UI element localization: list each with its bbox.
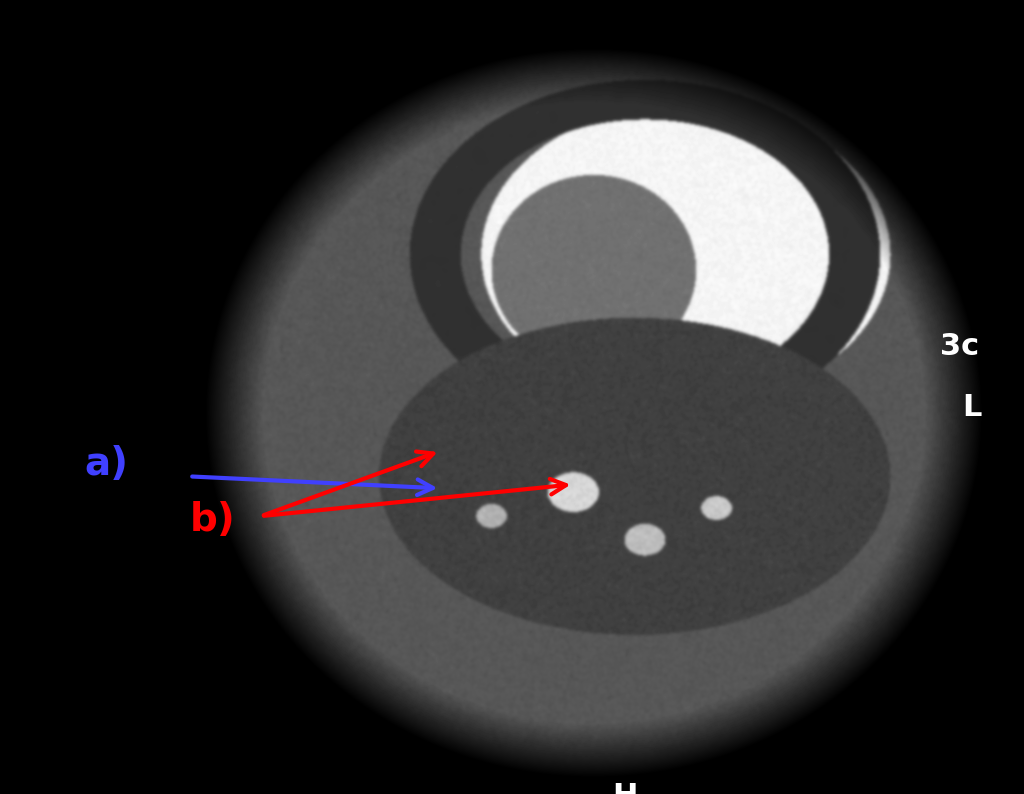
Text: 3c: 3c xyxy=(940,332,979,361)
Text: H: H xyxy=(612,782,637,794)
Text: b): b) xyxy=(189,501,236,539)
Text: L: L xyxy=(963,393,982,422)
Text: a): a) xyxy=(84,445,128,484)
